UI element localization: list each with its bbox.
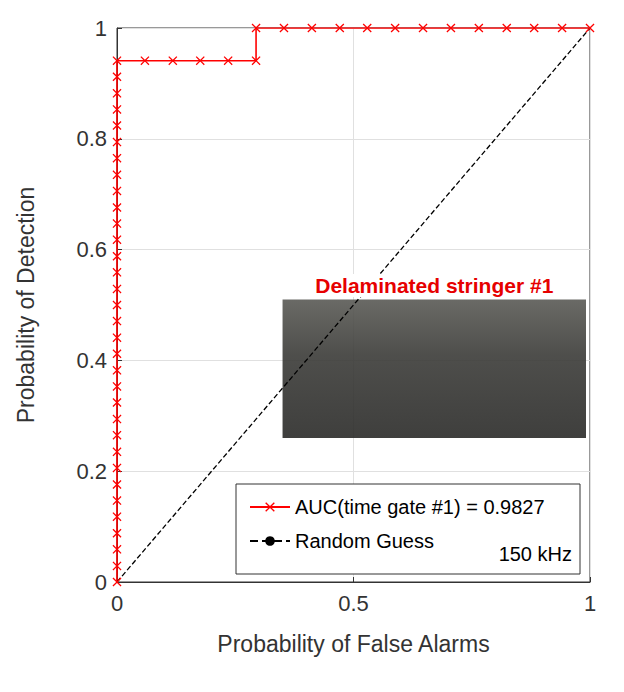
- svg-text:1: 1: [95, 16, 107, 41]
- svg-text:Delaminated stringer #1: Delaminated stringer #1: [315, 274, 553, 297]
- svg-text:Random Guess: Random Guess: [295, 530, 434, 552]
- svg-text:0: 0: [111, 591, 123, 616]
- svg-text:0.2: 0.2: [76, 459, 107, 484]
- svg-text:0.5: 0.5: [338, 591, 369, 616]
- svg-text:0.6: 0.6: [76, 237, 107, 262]
- svg-text:Probability of False Alarms: Probability of False Alarms: [217, 631, 489, 657]
- svg-text:Probability of Detection: Probability of Detection: [13, 187, 39, 424]
- svg-text:0.8: 0.8: [76, 126, 107, 151]
- svg-text:0.4: 0.4: [76, 348, 107, 373]
- svg-text:1: 1: [584, 591, 596, 616]
- svg-text:AUC(time gate #1) = 0.9827: AUC(time gate #1) = 0.9827: [295, 496, 545, 518]
- svg-text:150 kHz: 150 kHz: [499, 543, 572, 565]
- svg-text:0: 0: [95, 570, 107, 595]
